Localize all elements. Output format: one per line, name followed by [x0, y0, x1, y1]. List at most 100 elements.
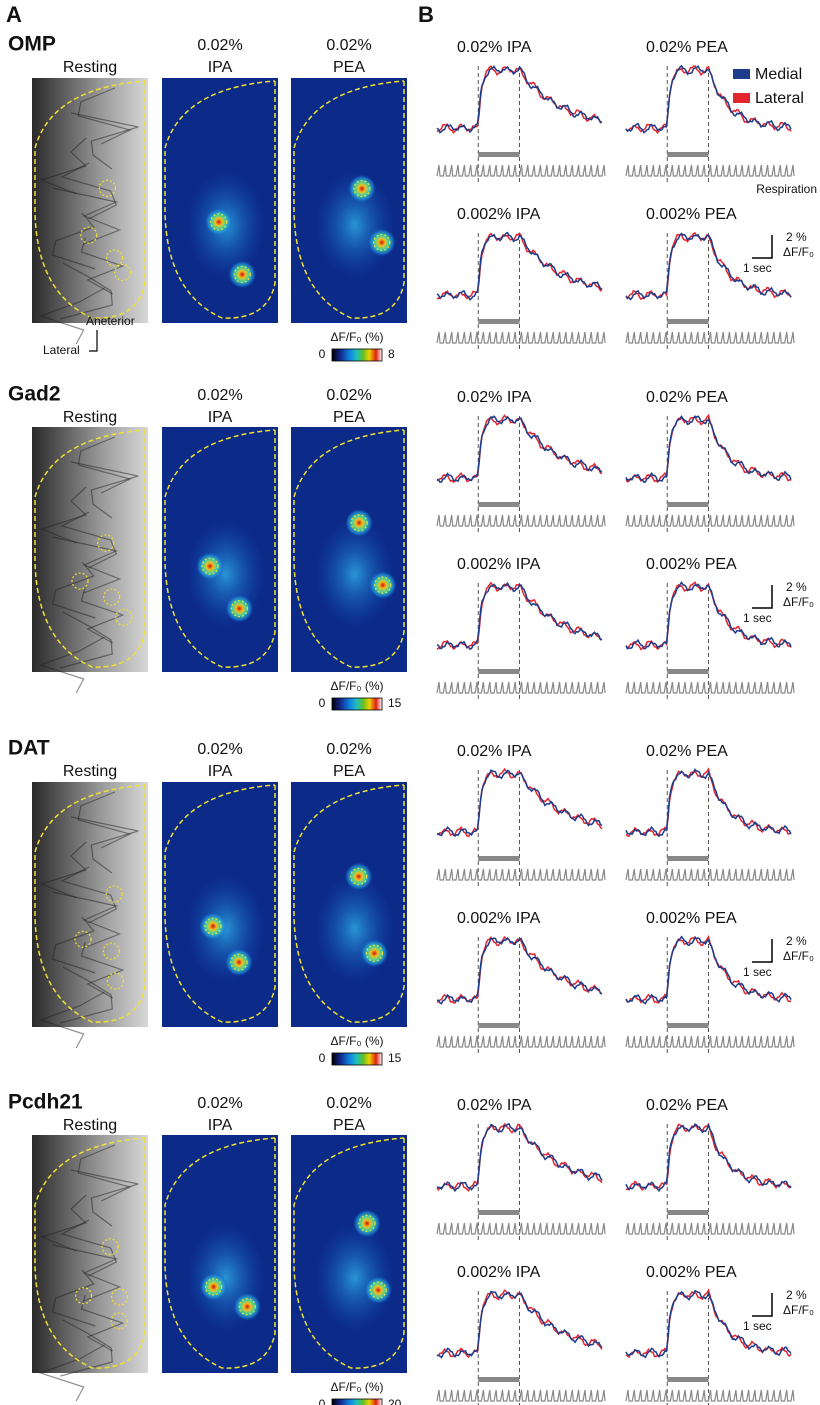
respiration — [625, 1222, 795, 1235]
bulb-outline — [293, 1137, 405, 1369]
hotspot — [347, 174, 376, 203]
scale-bar — [752, 1293, 773, 1317]
trace-title: 0.002% IPA — [457, 206, 541, 223]
colorbar — [331, 1398, 383, 1405]
roi — [105, 885, 123, 903]
image-title: 0.02% — [326, 37, 371, 54]
trace-title: 0.002% PEA — [646, 910, 737, 927]
image-title: 0.02% — [197, 1095, 242, 1112]
colorbar-max: 8 — [388, 347, 395, 361]
scale-y-unit: ΔF/F₀ — [783, 949, 814, 963]
image-title: Resting — [63, 409, 117, 426]
trace-title: 0.02% IPA — [457, 39, 532, 56]
roi — [238, 1298, 256, 1316]
image — [32, 1135, 148, 1402]
trace — [436, 769, 603, 837]
trace — [436, 581, 603, 651]
roi — [102, 942, 120, 960]
colorbar-label: ΔF/F₀ (%) — [331, 1034, 384, 1048]
image-title: 0.02% — [197, 387, 242, 404]
colorbar — [331, 348, 383, 362]
scale-x: 1 sec — [743, 611, 772, 625]
trace-title: 0.02% IPA — [457, 1097, 532, 1114]
scale-y: 2 % — [786, 1288, 807, 1302]
legend-label: Lateral — [755, 90, 804, 107]
stimulus-bar — [667, 1377, 709, 1382]
roi — [71, 572, 89, 590]
orientation-lateral: Lateral — [43, 343, 80, 357]
vessel — [71, 1169, 139, 1227]
roi — [74, 930, 92, 948]
image-title: 0.02% — [326, 1095, 371, 1112]
hotspot — [196, 552, 225, 581]
roi — [114, 263, 132, 282]
response-glow — [314, 1222, 395, 1333]
roi — [204, 917, 222, 935]
vessel — [60, 511, 118, 569]
legend-label: Medial — [755, 66, 802, 83]
stimulus-bar — [667, 1023, 709, 1028]
image-title: 0.02% — [326, 741, 371, 758]
vessel — [71, 816, 139, 874]
trace — [625, 232, 792, 301]
trace — [625, 768, 792, 838]
trace-title: 0.02% IPA — [457, 389, 532, 406]
vessel — [77, 87, 132, 145]
roi — [353, 180, 371, 198]
vessel — [38, 991, 105, 1049]
vessel — [38, 1344, 105, 1402]
genotype-label: OMP — [8, 33, 56, 56]
colorbar-label: ΔF/F₀ (%) — [331, 679, 384, 693]
trace — [625, 581, 792, 651]
image-title: PEA — [333, 1117, 365, 1134]
hotspot — [199, 1272, 228, 1301]
stimulus-bar — [667, 152, 709, 157]
respiration — [436, 331, 606, 344]
image — [32, 782, 148, 1049]
stimulus-bar — [478, 319, 520, 324]
response-glow — [314, 874, 395, 984]
vessel — [71, 112, 139, 170]
scale-y: 2 % — [786, 230, 807, 244]
resting-image — [32, 782, 148, 1027]
scale-x: 1 sec — [743, 261, 772, 275]
trace — [436, 767, 603, 838]
trace — [625, 581, 792, 650]
bulb-outline — [293, 429, 405, 668]
hotspot — [360, 939, 389, 968]
vessel — [51, 561, 96, 619]
trace — [625, 415, 792, 484]
image — [32, 427, 148, 694]
hotspot — [352, 1209, 381, 1238]
image-title: 0.02% — [326, 387, 371, 404]
trace — [625, 935, 792, 1005]
vessel — [80, 237, 125, 295]
colorbar-min: 0 — [319, 1397, 326, 1405]
scale-y-unit: ΔF/F₀ — [783, 245, 814, 259]
roi — [369, 1281, 387, 1299]
trace — [625, 934, 792, 1004]
respiration — [436, 1035, 606, 1048]
response-glow — [314, 519, 395, 629]
colorbar — [331, 697, 383, 711]
hotspot — [233, 1292, 262, 1321]
vessel — [60, 162, 118, 220]
roi — [110, 1288, 129, 1306]
hotspot — [225, 948, 254, 977]
roi — [350, 867, 368, 886]
image — [162, 782, 278, 1027]
bulb-outline — [293, 80, 405, 319]
image — [162, 427, 278, 672]
trace — [625, 64, 792, 134]
hotspot — [228, 260, 257, 289]
stimulus-bar — [478, 502, 520, 507]
roi — [230, 953, 248, 971]
vessel — [60, 611, 113, 669]
trace-title: 0.02% IPA — [457, 743, 532, 760]
orientation-anterior: Aneterior — [86, 314, 135, 328]
hotspot — [199, 912, 228, 941]
stimulus-bar — [667, 856, 709, 861]
vessel — [38, 287, 105, 345]
bulb-outline — [164, 80, 276, 319]
colorbar-max: 15 — [388, 696, 402, 710]
